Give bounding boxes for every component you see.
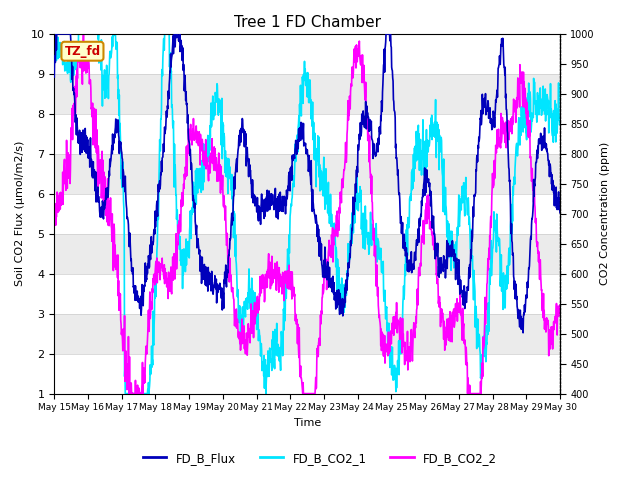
FD_B_CO2_2 (452, 305, 460, 311)
FD_B_CO2_1 (122, 391, 129, 396)
Bar (54, 354, 560, 394)
FD_B_Flux (556, 210, 564, 216)
FD_B_CO2_2 (386, 348, 394, 354)
Text: TZ_fd: TZ_fd (65, 45, 100, 58)
Bar (54, 114, 560, 154)
FD_B_CO2_2 (151, 269, 159, 275)
FD_B_CO2_1 (497, 283, 504, 289)
FD_B_Flux (51, 74, 58, 80)
Title: Tree 1 FD Chamber: Tree 1 FD Chamber (234, 15, 381, 30)
FD_B_Flux (519, 330, 527, 336)
FD_B_Flux (220, 305, 227, 311)
FD_B_CO2_2 (79, 32, 87, 38)
Line: FD_B_CO2_2: FD_B_CO2_2 (54, 35, 560, 394)
X-axis label: Time: Time (294, 418, 321, 428)
Legend: FD_B_Flux, FD_B_CO2_1, FD_B_CO2_2: FD_B_Flux, FD_B_CO2_1, FD_B_CO2_2 (138, 447, 502, 469)
FD_B_CO2_1 (163, 31, 171, 37)
Y-axis label: Soil CO2 Flux (μmol/m2/s): Soil CO2 Flux (μmol/m2/s) (15, 141, 25, 287)
Bar (54, 34, 560, 74)
FD_B_CO2_1 (386, 348, 394, 353)
FD_B_Flux (386, 31, 394, 37)
FD_B_Flux (497, 61, 504, 67)
FD_B_CO2_1 (452, 251, 460, 257)
FD_B_Flux (452, 276, 460, 282)
Bar (54, 194, 560, 234)
FD_B_CO2_2 (556, 302, 564, 308)
FD_B_CO2_2 (125, 391, 133, 396)
FD_B_CO2_2 (497, 145, 504, 151)
Line: FD_B_CO2_1: FD_B_CO2_1 (54, 34, 560, 394)
Bar (54, 274, 560, 313)
FD_B_CO2_2 (164, 280, 172, 286)
FD_B_Flux (163, 114, 171, 120)
FD_B_CO2_2 (220, 193, 228, 199)
FD_B_Flux (52, 31, 60, 37)
FD_B_CO2_2 (51, 217, 58, 223)
FD_B_CO2_1 (556, 117, 564, 123)
FD_B_Flux (151, 231, 159, 237)
FD_B_CO2_1 (151, 280, 159, 286)
Y-axis label: CO2 Concentration (ppm): CO2 Concentration (ppm) (600, 142, 611, 286)
Line: FD_B_Flux: FD_B_Flux (54, 34, 560, 333)
FD_B_CO2_1 (51, 31, 58, 37)
FD_B_CO2_1 (220, 143, 227, 149)
